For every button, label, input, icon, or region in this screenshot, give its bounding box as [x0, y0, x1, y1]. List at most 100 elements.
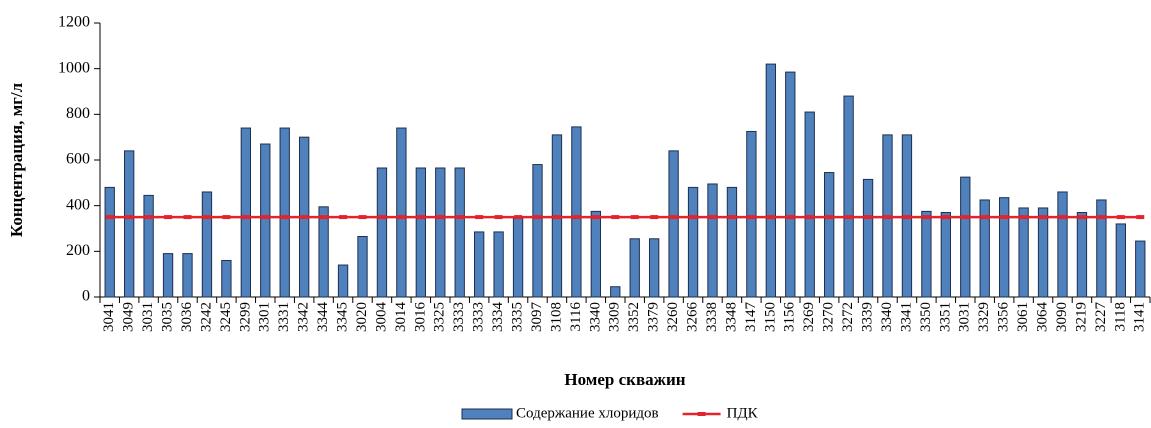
x-tick-label: 3097 — [529, 302, 545, 333]
bar — [1135, 240, 1146, 298]
bar — [804, 111, 815, 298]
bar — [279, 127, 290, 298]
x-tick-label: 3147 — [743, 302, 759, 333]
x-tick-label: 3338 — [704, 302, 720, 332]
x-tick-label: 3340 — [879, 302, 895, 332]
x-tick-label: 3014 — [393, 302, 409, 333]
x-tick-label: 3064 — [1034, 302, 1050, 333]
bar — [1037, 207, 1049, 298]
x-tick-label: 3339 — [859, 302, 875, 332]
x-tick-label: 3299 — [237, 302, 253, 332]
bar — [726, 186, 738, 298]
bar — [493, 231, 504, 298]
bar — [979, 199, 990, 298]
x-tick-label: 3141 — [1132, 302, 1148, 332]
y-tick-label: 1000 — [58, 59, 90, 76]
bar — [629, 238, 640, 298]
x-tick-label: 3344 — [315, 302, 331, 333]
bar — [240, 127, 252, 298]
bar — [687, 186, 699, 298]
x-tick-label: 3352 — [626, 302, 642, 332]
bar — [921, 210, 932, 298]
x-tick-label: 3116 — [568, 302, 584, 332]
bar — [182, 253, 193, 298]
y-tick-label: 1200 — [58, 14, 90, 31]
bar — [318, 206, 329, 298]
x-tick-label: 3035 — [159, 302, 175, 332]
bar — [162, 253, 174, 298]
bar — [610, 286, 621, 298]
y-tick-label: 400 — [66, 196, 90, 213]
x-axis-label: Номер скважин — [564, 370, 685, 389]
x-tick-label: 3242 — [198, 302, 214, 332]
x-tick-label: 3334 — [490, 301, 506, 332]
bar — [1018, 207, 1029, 298]
x-tick-label: 3348 — [723, 302, 739, 332]
y-tick-label: 200 — [66, 242, 90, 259]
bar — [785, 71, 796, 298]
bar — [104, 186, 115, 298]
y-tick-label: 600 — [66, 151, 90, 168]
bar — [1057, 191, 1068, 298]
x-tick-label: 3020 — [354, 302, 370, 332]
y-axis-label: Концентрация, мг/л — [7, 82, 26, 237]
x-tick-label: 3351 — [937, 302, 953, 332]
x-tick-label: 3356 — [996, 302, 1012, 333]
bar — [999, 197, 1010, 298]
x-tick-label: 3341 — [898, 302, 914, 332]
bar — [435, 167, 446, 298]
bar — [337, 264, 349, 298]
bar — [940, 212, 952, 298]
bar — [707, 183, 718, 298]
x-tick-label: 3150 — [762, 302, 778, 332]
bar — [843, 95, 854, 298]
legend-swatch — [461, 408, 513, 420]
x-tick-label: 3331 — [276, 302, 292, 332]
x-tick-label: 3260 — [665, 302, 681, 332]
bar — [376, 167, 388, 298]
x-tick-label: 3090 — [1054, 302, 1070, 332]
bar — [512, 216, 524, 298]
bar — [1115, 223, 1126, 298]
bar — [746, 130, 757, 298]
x-tick-label: 3031 — [957, 302, 973, 332]
bar — [260, 143, 271, 298]
x-tick-label: 3266 — [684, 302, 700, 333]
bar — [124, 150, 135, 298]
x-tick-label: 3270 — [821, 302, 837, 332]
bar — [201, 191, 213, 298]
bar — [532, 164, 543, 298]
x-tick-label: 3340 — [587, 302, 603, 332]
x-tick-label: 3227 — [1093, 302, 1109, 333]
bar — [960, 176, 971, 298]
x-tick-label: 3333 — [471, 302, 487, 332]
bar — [649, 238, 660, 298]
legend-label: ПДК — [727, 405, 759, 421]
x-tick-label: 3156 — [782, 302, 798, 333]
x-tick-label: 3016 — [412, 302, 428, 333]
x-tick-label: 3245 — [218, 302, 234, 332]
bar — [862, 178, 874, 298]
x-tick-label: 3269 — [801, 302, 817, 332]
x-tick-label: 3049 — [121, 302, 137, 332]
x-tick-label: 3272 — [840, 302, 856, 332]
x-tick-label: 3004 — [373, 302, 389, 333]
x-tick-label: 3333 — [451, 302, 467, 332]
x-tick-label: 3108 — [548, 302, 564, 332]
bar — [765, 63, 777, 298]
bar — [1076, 212, 1088, 298]
y-tick-label: 0 — [82, 288, 90, 305]
bar — [590, 210, 602, 298]
bar — [571, 126, 582, 298]
legend-label: Содержание хлоридов — [516, 405, 659, 421]
y-tick-label: 800 — [66, 105, 90, 122]
bar — [143, 194, 154, 298]
x-tick-label: 3335 — [509, 302, 525, 332]
bar — [668, 150, 679, 298]
bar — [1096, 199, 1107, 298]
x-tick-label: 3345 — [334, 302, 350, 332]
x-tick-label: 3379 — [646, 302, 662, 332]
x-tick-label: 3031 — [140, 302, 156, 332]
bar — [454, 167, 465, 298]
